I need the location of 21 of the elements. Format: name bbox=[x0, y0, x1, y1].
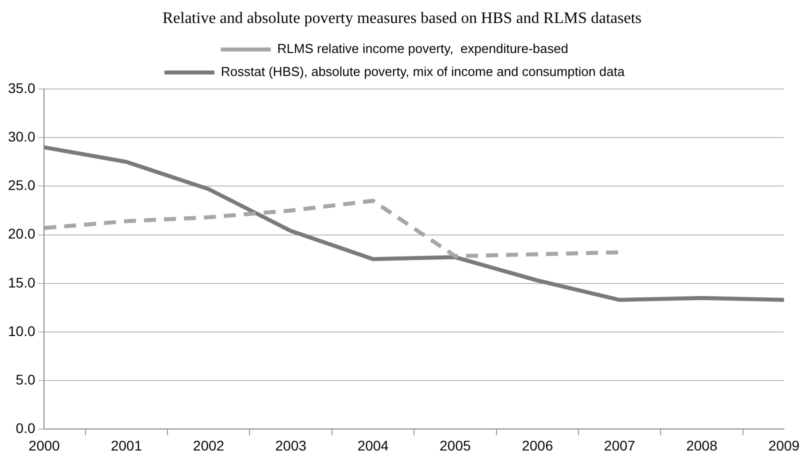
x-tick-label: 2007 bbox=[604, 437, 636, 454]
x-tick-label: 2005 bbox=[440, 437, 471, 454]
chart-title: Relative and absolute poverty measures based on HBS and RLMS datasets bbox=[161, 10, 642, 28]
y-tick-label: 10.0 bbox=[8, 322, 36, 339]
y-tick-label: 25.0 bbox=[8, 177, 36, 194]
x-tick-label: 2002 bbox=[193, 437, 224, 454]
legend-label: RLMS relative income poverty, expenditure-based bbox=[277, 41, 568, 56]
y-tick-label: 0.0 bbox=[16, 420, 36, 436]
x-tick-label: 2004 bbox=[357, 437, 389, 454]
y-tick-label: 15.0 bbox=[8, 274, 36, 290]
x-tick-label: 2009 bbox=[768, 437, 800, 454]
y-tick-label: 30.0 bbox=[8, 128, 36, 144]
x-tick-label: 2006 bbox=[522, 437, 554, 454]
y-tick-label: 20.0 bbox=[8, 226, 36, 242]
y-tick-label: 35.0 bbox=[8, 80, 36, 96]
legend-label: Rosstat (HBS), absolute poverty, mix of income and consumption data bbox=[220, 64, 626, 80]
x-tick-label: 2003 bbox=[275, 437, 307, 454]
y-tick-label: 5.0 bbox=[16, 371, 36, 388]
x-tick-label: 2000 bbox=[28, 437, 60, 454]
x-tick-label: 2001 bbox=[110, 437, 142, 454]
x-tick-label: 2008 bbox=[686, 437, 718, 454]
